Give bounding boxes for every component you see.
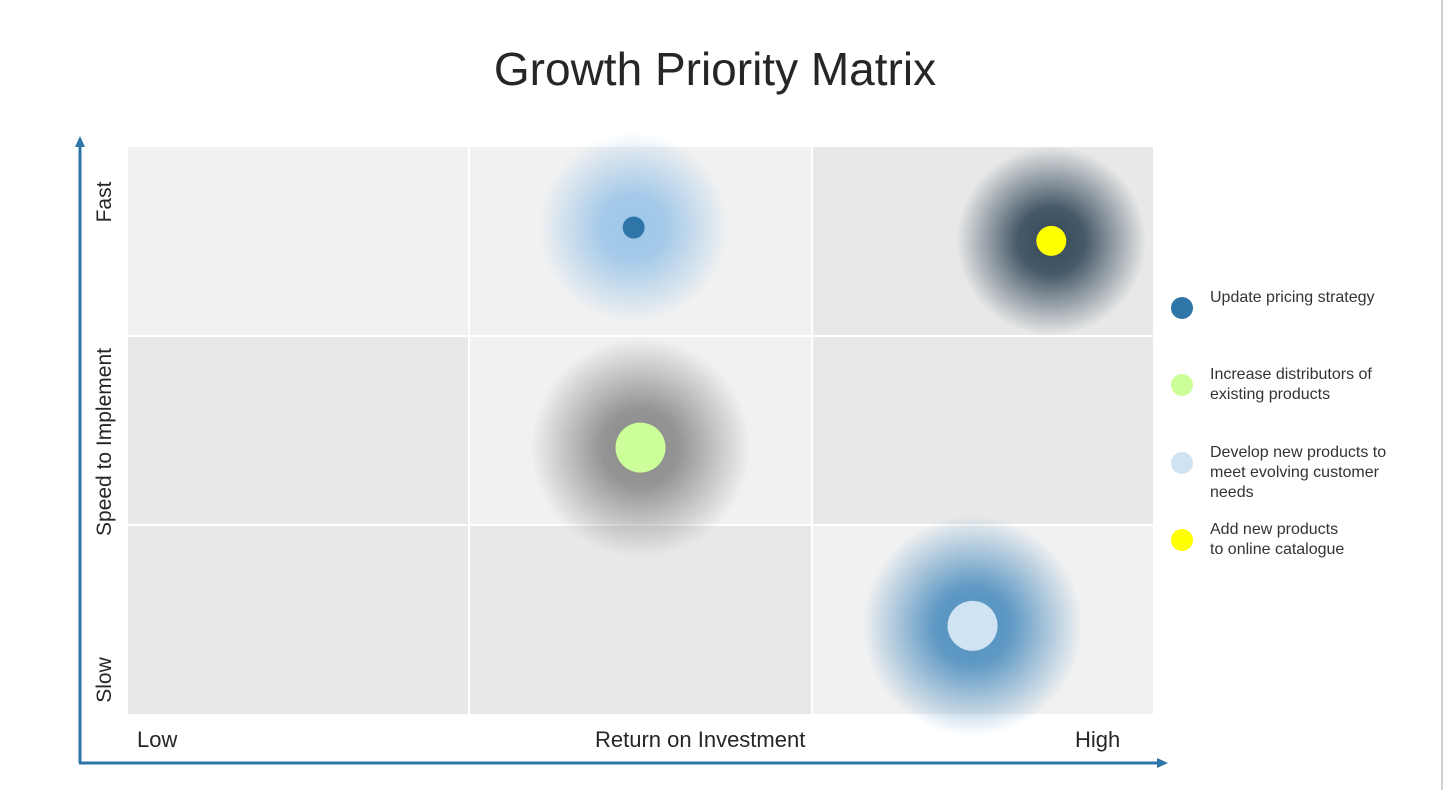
- matrix-cell: [128, 147, 469, 335]
- y-axis-label: Speed to Implement: [93, 348, 116, 536]
- matrix-cell: [470, 526, 811, 714]
- x-axis-label: Return on Investment: [595, 727, 806, 752]
- slide-edge: [1441, 0, 1443, 790]
- matrix-cell: [812, 336, 1153, 525]
- legend-marker-icon: [1171, 374, 1193, 396]
- x-tick-label-high: High: [1075, 727, 1121, 752]
- x-tick-label-low: Low: [137, 727, 178, 752]
- data-point: [947, 600, 998, 651]
- data-point: [1036, 225, 1067, 256]
- y-tick-label-fast: Fast: [93, 181, 116, 223]
- data-point: [615, 422, 666, 473]
- legend-label: Develop new products to meet evolving cu…: [1210, 444, 1387, 501]
- x-axis-arrow-icon: [1157, 758, 1168, 768]
- y-tick-label-slow: Slow: [93, 657, 116, 703]
- legend-item: Add new products to online catalogue: [1171, 521, 1355, 560]
- data-point: [622, 216, 645, 239]
- legend-item: Update pricing strategy: [1171, 289, 1410, 319]
- legend-marker-icon: [1171, 529, 1193, 551]
- legend-item: Increase distributors of existing produc…: [1171, 366, 1380, 405]
- chart-title: Growth Priority Matrix: [493, 43, 937, 95]
- legend-marker-icon: [1171, 297, 1193, 319]
- legend-label: Update pricing strategy: [1210, 289, 1375, 306]
- matrix-cell: [128, 336, 469, 525]
- legend-item: Develop new products to meet evolving cu…: [1171, 444, 1400, 503]
- matrix-cell: [128, 526, 469, 714]
- legend-marker-icon: [1171, 452, 1193, 474]
- legend-label: Increase distributors of existing produc…: [1210, 366, 1372, 403]
- y-axis-arrow-icon: [75, 136, 85, 147]
- legend-label: Add new products to online catalogue: [1210, 521, 1345, 558]
